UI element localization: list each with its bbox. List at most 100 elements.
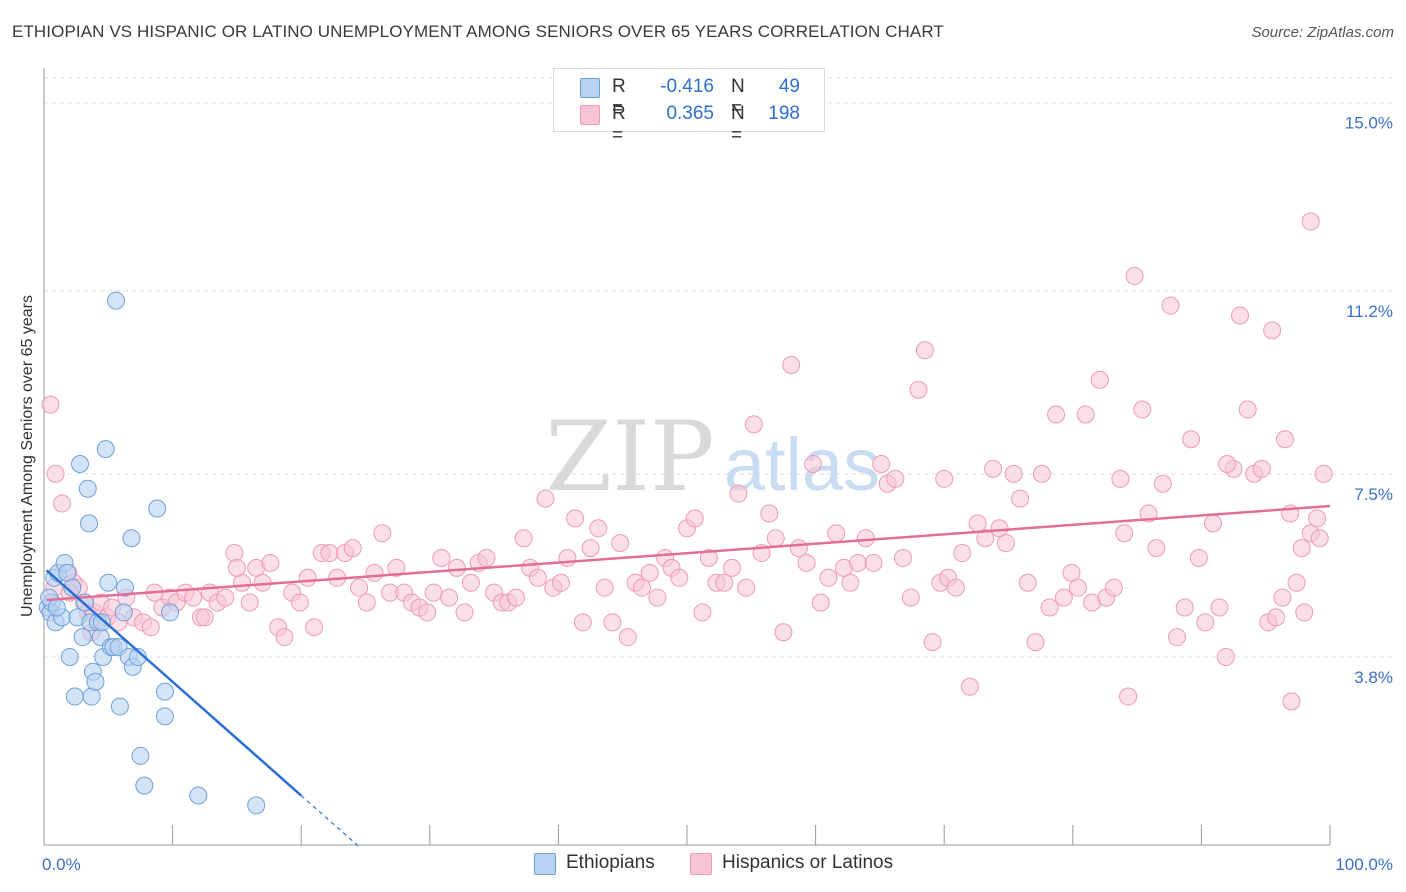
hispanic-point <box>886 469 905 488</box>
hispanic-point <box>1139 504 1158 523</box>
hispanic-point <box>804 454 823 473</box>
hispanic-point <box>935 469 954 488</box>
ethiopian-point <box>148 499 167 518</box>
hispanic-point <box>320 544 339 563</box>
hispanic-point <box>618 628 637 647</box>
hispanic-point <box>298 568 317 587</box>
hispanic-point <box>1119 687 1138 706</box>
ethiopian-point <box>80 514 99 533</box>
hispanic-point <box>1090 370 1109 389</box>
hispanic-point <box>729 484 748 503</box>
ethiopian-point <box>96 440 115 459</box>
hispanic-point <box>960 677 979 696</box>
hispanic-point <box>418 603 437 622</box>
hispanic-point <box>1292 539 1311 558</box>
hispanic-point <box>46 464 65 483</box>
hispanic-point <box>1295 603 1314 622</box>
hispanic-point <box>240 593 259 612</box>
hispanic-point <box>1133 400 1152 419</box>
hispanic-point <box>744 415 763 434</box>
hispanic-point <box>184 588 203 607</box>
hispanic-point <box>946 578 965 597</box>
hispanic-point <box>1111 469 1130 488</box>
hispanic-point <box>41 395 60 414</box>
hispanic-point <box>990 519 1009 538</box>
hispanic-point <box>566 509 585 528</box>
hispanic-point <box>1263 321 1282 340</box>
hispanic-point <box>670 568 689 587</box>
ethiopian-point <box>47 598 66 617</box>
hispanic-point <box>1301 212 1320 231</box>
hispanic-point <box>536 489 555 508</box>
ethiopian-point <box>155 682 174 701</box>
y-tick-label: 3.8% <box>1354 668 1393 687</box>
ethiopian-point <box>110 697 129 716</box>
hispanic-point <box>1196 613 1215 632</box>
ethiopian-point <box>78 479 97 498</box>
hispanic-point <box>864 553 883 572</box>
hispanic-point <box>953 544 972 563</box>
hispanic-point <box>1216 647 1235 666</box>
hispanic-point <box>447 558 466 577</box>
hispanic-point <box>1068 578 1087 597</box>
hispanic-point <box>373 524 392 543</box>
y-tick-label: 11.2% <box>1346 302 1393 321</box>
hispanic-point <box>774 623 793 642</box>
watermark: ZIP atlas <box>545 401 880 513</box>
hispanic-point <box>976 529 995 548</box>
hispanic-point <box>506 588 525 607</box>
ethiopian-point <box>65 687 84 706</box>
hispanic-point <box>1218 454 1237 473</box>
hispanic-point <box>915 341 934 360</box>
hispanic-point <box>141 618 160 637</box>
hispanic-point <box>290 593 309 612</box>
trend-lines <box>45 504 1331 848</box>
hispanic-point <box>514 529 533 548</box>
hispanic-point <box>984 459 1003 478</box>
hispanic-point <box>225 544 244 563</box>
ethiopian-point <box>122 529 141 548</box>
hispanic-point <box>350 578 369 597</box>
hispanic-point <box>1011 489 1030 508</box>
hispanic-point <box>1062 563 1081 582</box>
hispanic-point <box>357 593 376 612</box>
hispanic-point <box>1175 598 1194 617</box>
hispanic-point <box>461 573 480 592</box>
hispanic-point <box>894 548 913 567</box>
ethiopian-point <box>131 746 150 765</box>
x-tick-label-min: 0.0% <box>42 855 81 874</box>
hispanic-point <box>1182 430 1201 449</box>
ethiopian-point <box>135 776 154 795</box>
ethiopian-point <box>116 578 135 597</box>
hispanic-point <box>1104 578 1123 597</box>
hispanic-point <box>305 618 324 637</box>
hispanic-point <box>1054 588 1073 607</box>
correlation-legend: R = -0.416 N = 49 R = 0.365 N = 198 <box>553 68 825 146</box>
hispanic-point <box>227 558 246 577</box>
legend-r-value: -0.416 <box>660 76 714 97</box>
legend-n-label: N = <box>731 76 745 119</box>
hispanic-point <box>901 588 920 607</box>
hispanic-point <box>1308 509 1327 528</box>
legend-swatch-blue <box>580 78 600 98</box>
gridlines <box>44 77 1395 658</box>
hispanic-point <box>1032 464 1051 483</box>
hispanic-point <box>1238 400 1257 419</box>
hispanic-point <box>1147 539 1166 558</box>
hispanic-point <box>432 548 451 567</box>
hispanic-point <box>1189 548 1208 567</box>
hispanic-point <box>573 613 592 632</box>
hispanic-points <box>41 212 1333 711</box>
hispanic-point <box>589 519 608 538</box>
hispanic-point <box>856 529 875 548</box>
legend-n-value: 49 <box>778 76 800 97</box>
hispanic-point <box>1266 608 1285 627</box>
hispanic-point <box>1287 573 1306 592</box>
hispanic-point <box>789 539 808 558</box>
ethiopian-point <box>247 796 266 815</box>
hispanic-point <box>455 603 474 622</box>
hispanic-point <box>275 628 294 647</box>
legend-n-value: 198 <box>768 103 800 124</box>
ethiopian-point <box>71 454 90 473</box>
